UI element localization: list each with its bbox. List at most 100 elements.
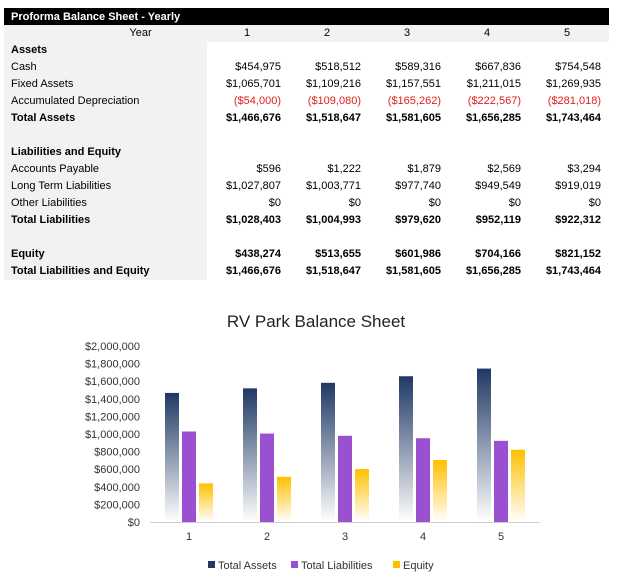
cell-value: $1,656,285 [465,112,521,124]
cell-value [447,229,527,246]
cell-value: $704,166 [475,248,521,260]
cell-value [207,144,287,161]
cell-value: $1,879 [407,163,441,175]
cell-value: $513,655 [315,248,361,260]
x-tick-label: 2 [264,531,270,543]
y-tick-label: $2,000,000 [85,341,140,353]
row-label: Total Assets [4,110,207,127]
cell-value: $1,065,701 [225,78,281,90]
cell-value: $1,003,771 [305,180,361,192]
cell-value [367,144,447,161]
cell-value [287,127,367,144]
cell-value: $1,518,647 [305,112,361,124]
cell-value: $1,656,285 [465,265,521,277]
cell-value: $1,211,015 [466,78,521,90]
legend-swatch [208,561,215,568]
cell-value: $1,581,605 [385,112,441,124]
year-4: 4 [483,27,491,39]
cell-value [287,229,367,246]
bar-total-liabilities [494,440,508,522]
chart-title: RV Park Balance Sheet [227,312,406,331]
cell-value: $1,028,403 [225,214,281,226]
cell-value: $1,466,676 [225,112,281,124]
legend-label: Total Assets [218,560,277,572]
y-tick-label: $0 [128,517,140,529]
cell-value [287,42,367,59]
bar-total-assets [165,392,179,522]
table-row: Assets [4,42,609,59]
x-tick-label: 3 [342,531,348,543]
cell-value [367,127,447,144]
table-row: Cash $454,975 $518,512 $589,316 $667,836 $754… [4,59,609,76]
cell-value: $952,119 [475,214,521,226]
cell-value: ($281,018) [547,95,601,107]
cell-value [367,229,447,246]
cell-value [287,144,367,161]
row-label: Total Liabilities [4,212,207,229]
cell-value: $1,004,993 [305,214,361,226]
cell-value [207,127,287,144]
cell-value: $601,986 [395,248,441,260]
y-tick-label: $200,000 [94,499,140,511]
x-tick-label: 1 [186,531,192,543]
year-3: 3 [403,27,411,39]
row-label: Accounts Payable [4,161,207,178]
row-label: Accumulated Depreciation [4,93,207,110]
table-row: Other Liabilities $0 $0 $0 $0 $0 [4,195,609,212]
y-tick-label: $1,400,000 [85,394,140,406]
bar-equity [511,449,525,522]
cell-value [447,42,527,59]
y-tick-label: $800,000 [94,447,140,459]
table-row: Accounts Payable $596 $1,222 $1,879 $2,569 $3… [4,161,609,178]
row-label: Fixed Assets [4,76,207,93]
year-2: 2 [323,27,331,39]
cell-value: $979,620 [395,214,441,226]
table-row: Total Liabilities $1,028,403 $1,004,993 $97… [4,212,609,229]
cell-value: $919,019 [555,180,601,192]
balance-sheet-table: Proforma Balance Sheet - Yearly Year 1 2… [4,8,609,280]
cell-value: $518,512 [315,61,361,73]
legend-swatch [393,561,400,568]
bar-equity [355,469,369,522]
cell-value: ($165,262) [387,95,441,107]
bar-total-assets [243,388,257,522]
row-label: Total Liabilities and Equity [4,263,207,280]
cell-value: $0 [508,197,521,209]
table-row: Equity $438,274 $513,655 $601,986 $704,166 $8… [4,246,609,263]
table-row: Accumulated Depreciation ($54,000) ($109,0… [4,93,609,110]
cell-value: $0 [428,197,441,209]
cell-value [447,127,527,144]
cell-value: $977,740 [395,180,441,192]
bar-total-assets [477,368,491,522]
year-label: Year [4,25,207,42]
bar-equity [199,483,213,522]
cell-value [367,42,447,59]
cell-value: $1,743,464 [545,265,601,277]
cell-value: $3,294 [567,163,601,175]
table-row: Fixed Assets $1,065,701 $1,109,216 $1,157,5… [4,76,609,93]
cell-value [527,42,607,59]
y-tick-label: $400,000 [94,482,140,494]
cell-value: ($109,080) [307,95,361,107]
cell-value: $754,548 [555,61,601,73]
legend-label: Equity [403,560,434,572]
table-row [4,127,609,144]
cell-value [207,42,287,59]
cell-value: $589,316 [395,61,441,73]
bar-total-liabilities [338,435,352,522]
balance-sheet-chart: RV Park Balance Sheet $0 $200,000 $400,000 $… [85,312,540,572]
bar-total-liabilities [182,431,196,522]
cell-value: $596 [256,163,281,175]
table-row [4,229,609,246]
row-label [4,229,207,246]
row-label: Equity [4,246,207,263]
bar-total-assets [399,376,413,522]
cell-value: ($54,000) [233,95,281,107]
cell-value: $922,312 [555,214,601,226]
table-title: Proforma Balance Sheet - Yearly [4,8,609,25]
cell-value [207,229,287,246]
row-label: Cash [4,59,207,76]
bar-total-assets [321,382,335,522]
cell-value: $1,743,464 [545,112,601,124]
